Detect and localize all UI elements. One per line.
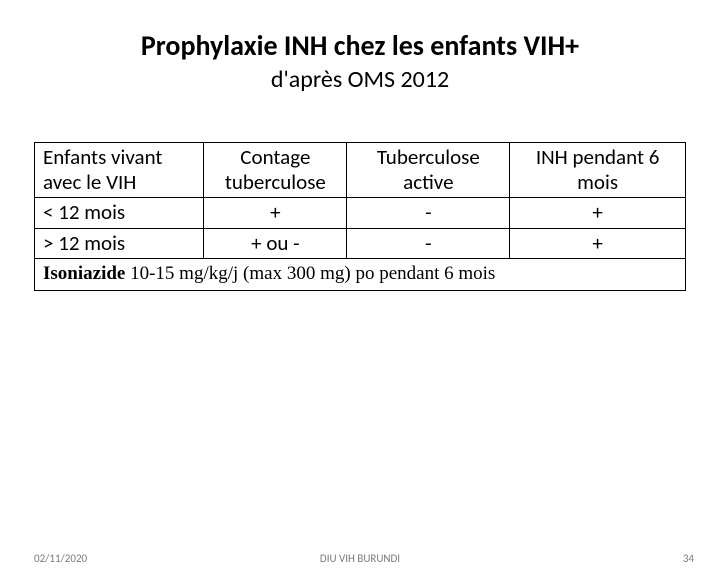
note-rest: 10-15 mg/kg/j (max 300 mg) po pendant 6 … <box>125 263 495 284</box>
table-container: Enfants vivant avec le VIH Contage tuber… <box>34 142 686 291</box>
cell: > 12 mois <box>35 228 204 258</box>
slide-subtitle: d'après OMS 2012 <box>0 65 720 94</box>
header-col3: Tuberculose active <box>347 143 510 198</box>
cell: - <box>347 198 510 228</box>
table-row: < 12 mois + - + <box>35 198 686 228</box>
cell: - <box>347 228 510 258</box>
header-col2: Contage tuberculose <box>204 143 347 198</box>
footer-center: DIU VIH BURUNDI <box>0 552 720 565</box>
header-col1: Enfants vivant avec le VIH <box>35 143 204 198</box>
table-note-row: Isoniazide 10-15 mg/kg/j (max 300 mg) po… <box>35 258 686 290</box>
cell: < 12 mois <box>35 198 204 228</box>
cell: + ou - <box>204 228 347 258</box>
cell: + <box>204 198 347 228</box>
cell: + <box>510 198 686 228</box>
note-bold: Isoniazide <box>43 263 125 284</box>
note-cell: Isoniazide 10-15 mg/kg/j (max 300 mg) po… <box>35 258 686 290</box>
header-col4: INH pendant 6 mois <box>510 143 686 198</box>
footer-page-number: 34 <box>683 552 694 565</box>
slide-title: Prophylaxie INH chez les enfants VIH+ <box>0 28 720 63</box>
table-row: > 12 mois + ou - - + <box>35 228 686 258</box>
cell: + <box>510 228 686 258</box>
prophylaxis-table: Enfants vivant avec le VIH Contage tuber… <box>34 142 686 291</box>
table-header-row: Enfants vivant avec le VIH Contage tuber… <box>35 143 686 198</box>
